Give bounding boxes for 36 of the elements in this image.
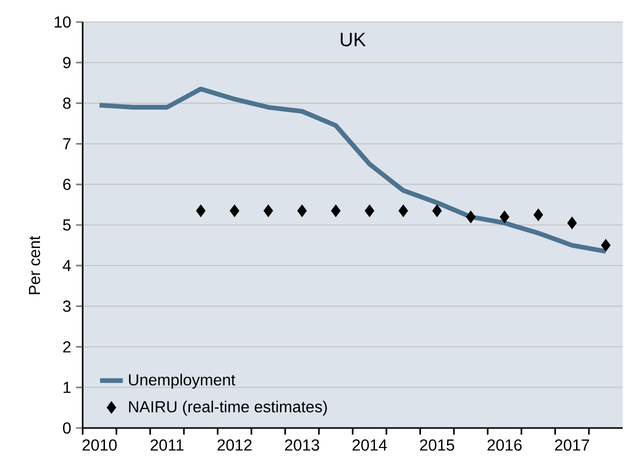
point [567, 216, 577, 230]
x-tick-label: 2017 [555, 439, 590, 451]
point [331, 204, 341, 218]
point [432, 204, 442, 218]
y-tick-label: 8 [63, 98, 71, 109]
x-tick-label: 2016 [488, 439, 522, 451]
point [196, 204, 206, 218]
x-tick-label: 2014 [352, 439, 387, 451]
x-tick-label: 2011 [150, 439, 184, 451]
chart-title: UK [340, 32, 366, 46]
x-tick-label: 2010 [82, 439, 117, 451]
point [297, 204, 307, 218]
point [601, 239, 611, 252]
point [230, 204, 240, 218]
legend-label: NAIRU (real-time estimates) [129, 400, 327, 416]
x-tick-label: 2013 [285, 439, 320, 451]
legend-label: Unemployment [129, 374, 236, 389]
y-tick-label: 4 [62, 260, 71, 272]
x-tick-label: 2015 [420, 439, 454, 451]
y-tick-label: 5 [63, 219, 71, 231]
y-tick-label: 9 [63, 56, 71, 68]
point [264, 204, 274, 218]
y-tick-label: 10 [54, 16, 71, 28]
x-tick-label: 2012 [218, 439, 252, 451]
point [534, 208, 544, 222]
y-tick-label: 0 [63, 422, 71, 434]
y-tick-label: 6 [63, 178, 71, 190]
point [398, 204, 408, 218]
y-tick-label: 2 [63, 341, 71, 352]
y-tick-label: 1 [64, 382, 71, 393]
y-axis-title: Per cent [29, 236, 40, 294]
point [364, 204, 374, 218]
point [500, 210, 510, 224]
y-tick-label: 7 [63, 138, 71, 150]
y-tick-label: 3 [63, 300, 71, 312]
point [466, 210, 476, 224]
